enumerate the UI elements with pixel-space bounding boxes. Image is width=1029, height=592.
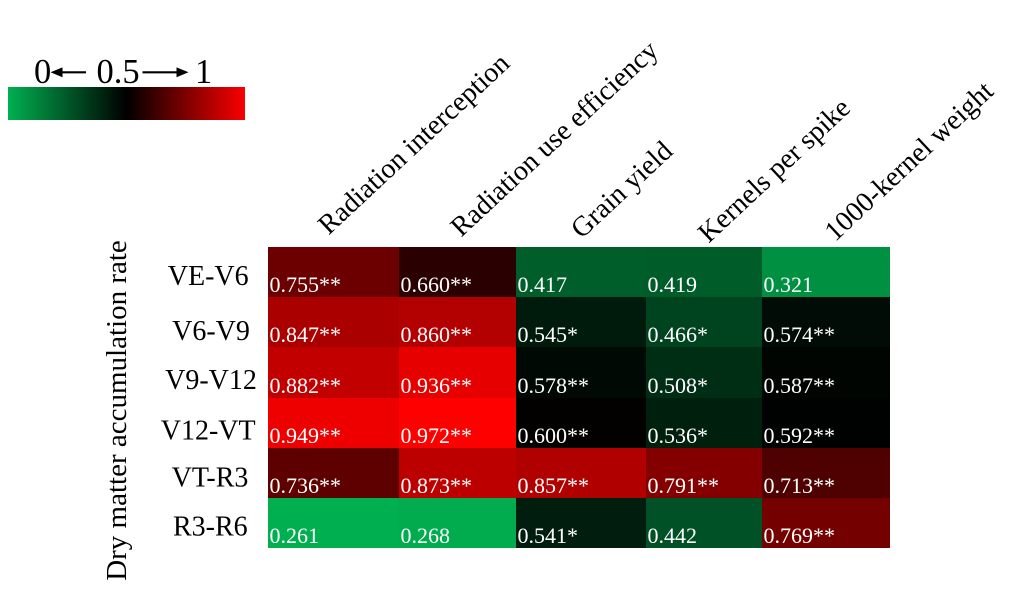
svg-text:0.261: 0.261 [270, 523, 320, 548]
svg-text:0.541*: 0.541* [518, 523, 579, 548]
svg-text:V6-V9: V6-V9 [172, 316, 250, 347]
svg-text:V9-V12: V9-V12 [165, 365, 257, 396]
svg-text:0.545*: 0.545* [518, 322, 579, 347]
svg-text:0.949**: 0.949** [270, 423, 342, 448]
svg-text:0.660**: 0.660** [401, 272, 473, 297]
svg-text:0.860**: 0.860** [401, 322, 473, 347]
svg-text:0.466*: 0.466* [648, 322, 709, 347]
svg-text:0: 0 [34, 53, 51, 91]
svg-text:0.268: 0.268 [401, 523, 451, 548]
svg-text:0.791**: 0.791** [648, 473, 720, 498]
svg-text:0.587**: 0.587** [764, 373, 836, 398]
svg-text:VT-R3: VT-R3 [172, 463, 249, 494]
svg-text:V12-VT: V12-VT [161, 416, 256, 447]
svg-text:1: 1 [195, 53, 212, 91]
svg-text:0.736**: 0.736** [270, 473, 342, 498]
svg-text:0.5: 0.5 [97, 53, 140, 91]
svg-text:0.536*: 0.536* [648, 423, 709, 448]
svg-text:0.417: 0.417 [518, 272, 568, 297]
svg-text:0.873**: 0.873** [401, 473, 473, 498]
svg-text:0.574**: 0.574** [764, 322, 836, 347]
svg-text:VE-V6: VE-V6 [168, 261, 249, 292]
svg-text:0.972**: 0.972** [401, 423, 473, 448]
svg-text:0.936**: 0.936** [401, 373, 473, 398]
svg-text:0.882**: 0.882** [270, 373, 342, 398]
svg-text:Dry matter accumulation rate: Dry matter accumulation rate [101, 240, 133, 581]
svg-text:0.713**: 0.713** [764, 473, 836, 498]
svg-text:0.419: 0.419 [648, 272, 698, 297]
svg-text:0.769**: 0.769** [764, 523, 836, 548]
svg-text:0.508*: 0.508* [648, 373, 709, 398]
svg-text:0.592**: 0.592** [764, 423, 836, 448]
svg-text:0.857**: 0.857** [518, 473, 590, 498]
svg-text:R3-R6: R3-R6 [173, 512, 248, 543]
svg-text:0.578**: 0.578** [518, 373, 590, 398]
svg-text:0.321: 0.321 [764, 272, 814, 297]
svg-text:0.600**: 0.600** [518, 423, 590, 448]
svg-text:0.755**: 0.755** [270, 272, 342, 297]
svg-text:0.847**: 0.847** [270, 322, 342, 347]
svg-text:0.442: 0.442 [648, 523, 698, 548]
